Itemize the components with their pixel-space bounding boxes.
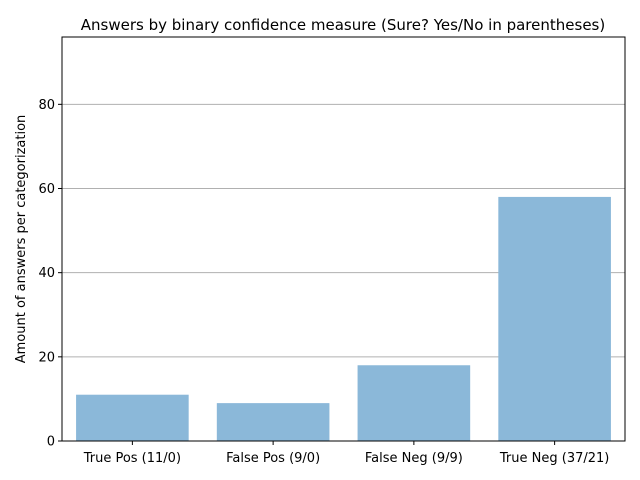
y-tick-label: 80 (38, 98, 55, 113)
y-tick-label: 0 (47, 435, 55, 450)
bar (216, 403, 330, 441)
x-tick-label: False Pos (9/0) (226, 451, 320, 466)
bars (76, 196, 611, 441)
x-ticks: True Pos (11/0) False Pos (9/0) False Neg … (83, 441, 609, 466)
bar (357, 365, 471, 441)
y-tick-label: 20 (38, 350, 55, 365)
x-tick-label: False Neg (9/9) (365, 451, 463, 466)
bar (498, 196, 611, 441)
bar (76, 394, 189, 441)
y-ticks: 0 20 40 60 80 (38, 98, 62, 450)
y-axis-label: Amount of answers per categorization (14, 115, 29, 364)
x-tick-label: True Pos (11/0) (83, 451, 181, 466)
chart-title: Answers by binary confidence measure (Su… (81, 16, 605, 34)
y-tick-label: 40 (38, 266, 55, 281)
y-tick-label: 60 (38, 182, 55, 197)
plot-frame (61, 36, 626, 442)
x-tick-label: True Neg (37/21) (499, 451, 609, 466)
